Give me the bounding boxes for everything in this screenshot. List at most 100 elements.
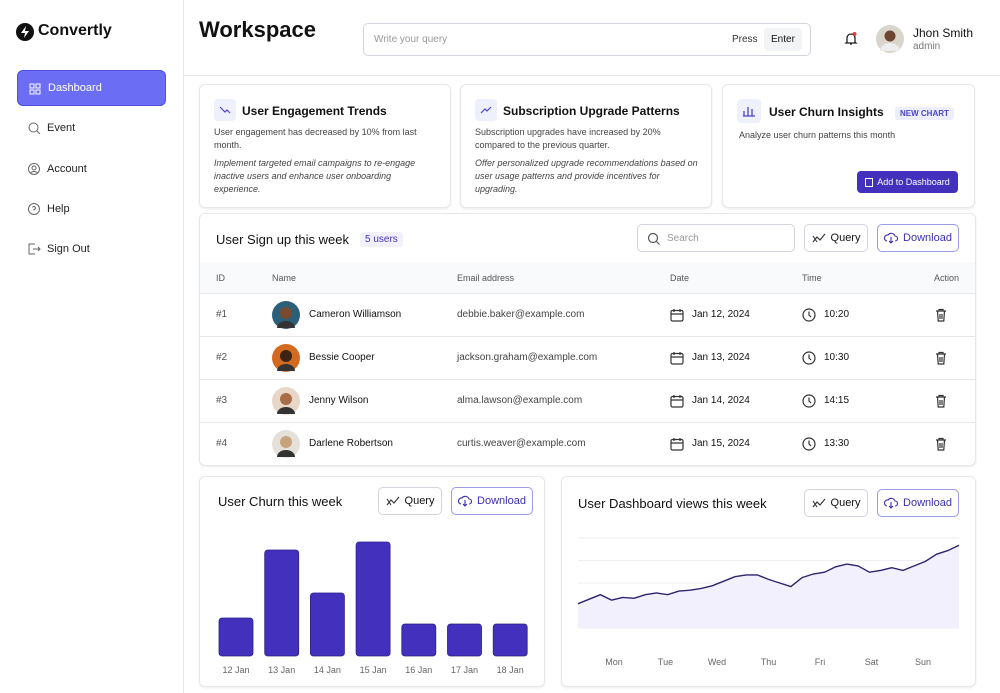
insight-card: Subscription Upgrade Patterns Subscripti… [460, 84, 712, 208]
badge: 5 users [360, 232, 403, 247]
query-button[interactable]: Query [378, 487, 442, 515]
cell-id: #1 [216, 309, 228, 320]
x-tick-label: 18 Jan [497, 665, 524, 675]
avatar [272, 430, 300, 463]
cell-email: curtis.weaver@example.com [457, 438, 586, 449]
cell-date: Jan 13, 2024 [692, 352, 750, 363]
cell-time: 14:15 [824, 395, 850, 406]
calendar-icon [670, 394, 684, 413]
x-tick-label: 16 Jan [405, 665, 432, 675]
bell[interactable] [843, 31, 859, 47]
bar [355, 541, 391, 657]
press-label: Press [732, 34, 758, 45]
icon [214, 99, 236, 121]
bar [401, 623, 437, 657]
cell-email: debbie.baker@example.com [457, 309, 585, 320]
cell-time: 10:20 [824, 309, 850, 320]
download-button[interactable]: Download [451, 487, 533, 515]
query-input[interactable]: Write your query Press Enter [363, 23, 811, 56]
cell-name: Bessie Cooper [309, 352, 375, 363]
menu-item[interactable]: Dashboard [17, 70, 166, 106]
insight-text: Analyze user churn patterns this month [739, 130, 896, 140]
column-header: ID [216, 273, 225, 283]
avatar [272, 344, 300, 377]
row-divider [200, 379, 975, 380]
insight-card: User Engagement Trends User engagement h… [199, 84, 451, 208]
delete-button[interactable] [935, 394, 947, 413]
row-divider [200, 336, 975, 337]
x-tick-label: 14 Jan [314, 665, 341, 675]
logo [16, 23, 34, 41]
row-divider [200, 422, 975, 423]
area [578, 545, 959, 628]
x-tick-label: Sat [865, 657, 879, 667]
insight-text: User engagement has decreased by 10% fro… [214, 127, 417, 150]
cell-time: 10:30 [824, 352, 850, 363]
add-button[interactable]: Add to Dashboard [857, 171, 958, 193]
line [577, 544, 960, 605]
badge: NEW CHART [895, 107, 954, 120]
user-role: admin [913, 41, 941, 52]
table-header [200, 262, 975, 293]
button-label: Query [830, 232, 861, 244]
menu-item[interactable]: Help [17, 191, 166, 227]
clock-icon [802, 394, 816, 413]
x-tick-label: 13 Jan [268, 665, 295, 675]
insight-title: Subscription Upgrade Patterns [503, 104, 680, 118]
button-label: Download [477, 495, 526, 507]
bar-chart: 12 Jan 13 Jan 14 Jan 15 Jan 16 Jan 17 Jan 18 J… [218, 541, 528, 675]
page-title: Workspace [199, 17, 316, 42]
user-avatar[interactable] [876, 25, 904, 53]
x-tick-label: Mon [605, 657, 623, 667]
menu-label: Account [47, 162, 87, 175]
cell-id: #4 [216, 438, 228, 449]
query-button[interactable]: Query [804, 224, 868, 252]
icon [475, 99, 497, 121]
calendar-icon [670, 308, 684, 327]
bar [310, 592, 345, 657]
button-label: Add to Dashboard [877, 177, 950, 187]
menu-item[interactable]: Event [17, 110, 166, 146]
delete-button[interactable] [935, 308, 947, 327]
cell-time: 13:30 [824, 438, 850, 449]
chart-card: User Dashboard views this week Query Dow… [561, 476, 976, 687]
cell-id: #3 [216, 395, 228, 406]
cell-name: Cameron Williamson [309, 309, 402, 320]
menu-item[interactable]: Sign Out [17, 231, 166, 267]
insight-card: User Churn Insights NEW CHART Analyze us… [722, 84, 975, 208]
delete-button[interactable] [935, 351, 947, 370]
icon [28, 162, 41, 179]
x-tick-label: 17 Jan [451, 665, 478, 675]
chart-card: User Churn this week Query Download 12 J… [199, 476, 545, 687]
x-tick-label: 15 Jan [360, 665, 387, 675]
button-label: Download [903, 497, 952, 509]
search-input[interactable]: Search [637, 224, 795, 252]
placeholder: Write your query [374, 34, 448, 45]
table-title: User Sign up this week [216, 232, 349, 247]
enter-key: Enter [764, 28, 802, 51]
cell-email: jackson.graham@example.com [457, 352, 598, 363]
column-header: Action [933, 273, 959, 283]
bar [447, 623, 482, 657]
bar [264, 549, 300, 657]
insight-text: Subscription upgrades have increased by … [475, 127, 661, 150]
placeholder: Search [667, 233, 699, 244]
bar [218, 617, 254, 657]
download-button[interactable]: Download [877, 224, 959, 252]
x-tick-label: 12 Jan [222, 665, 249, 675]
menu-item[interactable]: Account [17, 151, 166, 187]
clock-icon [802, 437, 816, 456]
avatar [272, 301, 300, 334]
icon [28, 202, 41, 219]
x-tick-label: Sun [915, 657, 931, 667]
sidebar: Convertly Dashboard Event Account Help Sign … [0, 0, 184, 693]
cell-name: Darlene Robertson [309, 438, 393, 449]
query-button[interactable]: Query [804, 489, 868, 517]
row-divider [200, 293, 975, 294]
download-button[interactable]: Download [877, 489, 959, 517]
delete-button[interactable] [935, 437, 947, 456]
chart-title: User Churn this week [218, 494, 343, 509]
clock-icon [802, 308, 816, 327]
column-header: Name [272, 273, 297, 283]
